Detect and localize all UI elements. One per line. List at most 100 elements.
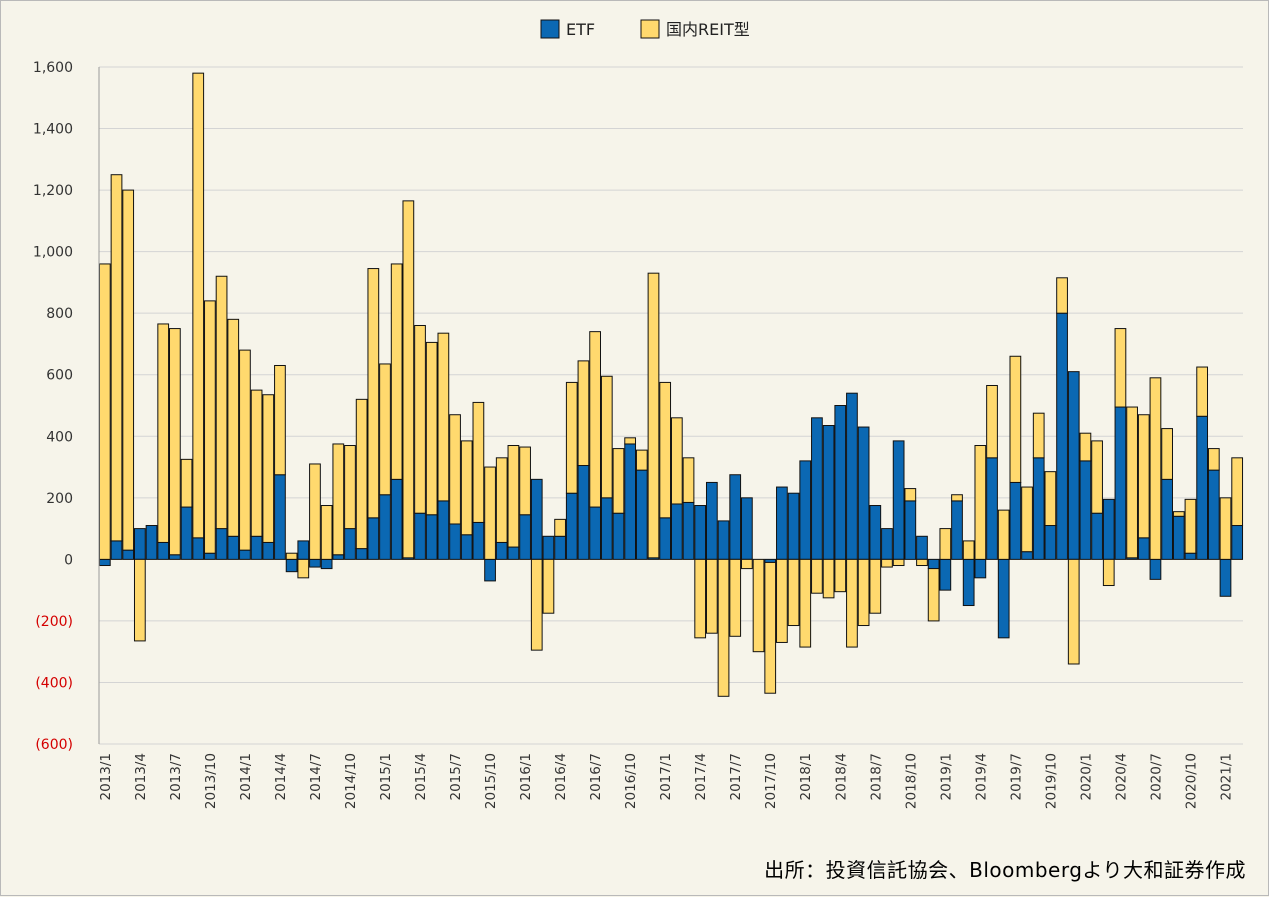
bar-etf <box>881 528 893 560</box>
bar-etf <box>192 537 205 560</box>
bar-etf <box>437 500 450 560</box>
bar-reit <box>425 341 438 516</box>
bar-reit <box>379 363 391 496</box>
bar-reit <box>320 505 333 560</box>
bar-etf <box>530 478 543 560</box>
bar-etf <box>857 426 870 560</box>
bar-reit <box>997 509 1010 560</box>
bar-reit <box>705 558 718 634</box>
bar-etf <box>355 548 368 560</box>
bar-etf <box>542 535 555 560</box>
bar-reit <box>1172 511 1185 517</box>
bar-reit <box>297 558 310 579</box>
bar-etf <box>1079 460 1092 560</box>
x-tick-label: 2016/1 <box>518 753 534 801</box>
legend-swatch-etf <box>540 19 560 39</box>
y-tick-label: 800 <box>46 306 73 322</box>
x-tick-label: 2014/7 <box>308 753 324 801</box>
bar-etf <box>717 520 730 560</box>
bar-etf <box>472 521 485 560</box>
bar-reit <box>133 558 146 642</box>
x-tick-label: 2020/7 <box>1148 753 1164 801</box>
bar-etf <box>729 474 742 560</box>
bar-etf <box>145 525 158 560</box>
bar-etf <box>612 512 625 560</box>
bar-reit <box>717 558 730 697</box>
legend-swatch-reit <box>640 19 660 39</box>
bar-etf <box>297 540 310 560</box>
bar-etf <box>449 523 461 560</box>
bar-reit <box>542 558 555 614</box>
bar-reit <box>881 558 893 568</box>
bar-reit <box>110 174 123 542</box>
bar-etf <box>1184 552 1197 560</box>
bar-reit <box>239 349 251 551</box>
y-tick-label: 1,200 <box>33 183 73 199</box>
bar-reit <box>554 518 566 537</box>
bar-reit <box>1102 558 1115 587</box>
bar-reit <box>519 446 531 516</box>
bar-reit <box>939 528 952 560</box>
bar-reit <box>904 488 917 502</box>
x-tick-label: 2015/4 <box>413 753 429 801</box>
bar-etf <box>787 492 800 560</box>
x-tick-label: 2018/10 <box>903 753 919 809</box>
bar-etf <box>624 443 637 560</box>
bar-reit <box>589 331 601 508</box>
bar-etf <box>133 528 146 560</box>
bar-reit <box>180 458 193 508</box>
bar-reit <box>624 437 637 445</box>
bar-etf <box>309 558 321 568</box>
x-tick-label: 2016/10 <box>623 753 639 809</box>
bar-reit <box>811 558 823 594</box>
bar-reit <box>1032 412 1045 459</box>
bar-etf <box>694 505 707 560</box>
bar-etf <box>834 405 847 560</box>
bar-etf <box>425 514 438 560</box>
bar-reit <box>122 189 135 551</box>
x-tick-label: 2017/10 <box>763 753 779 809</box>
bar-etf <box>682 501 695 560</box>
y-tick-label: 1,600 <box>33 60 73 76</box>
bar-reit <box>659 381 672 519</box>
bar-etf <box>635 469 648 560</box>
bar-reit <box>227 318 240 537</box>
bar-etf <box>1102 498 1115 560</box>
x-tick-label: 2017/4 <box>693 753 709 801</box>
bar-reit <box>869 558 882 614</box>
bar-reit <box>1149 377 1162 560</box>
bar-reit <box>285 552 298 560</box>
bar-reit <box>670 417 683 505</box>
bar-reit <box>694 558 707 639</box>
bar-reit <box>204 300 216 554</box>
bar-reit <box>752 558 765 653</box>
bar-reit <box>402 200 415 559</box>
x-tick-label: 2020/4 <box>1113 753 1129 801</box>
bar-etf <box>1032 457 1045 560</box>
bar-reit <box>1044 471 1057 527</box>
bar-reit <box>927 568 940 622</box>
bar-etf <box>1114 406 1127 560</box>
bar-etf <box>98 558 111 567</box>
bar-etf <box>285 558 298 573</box>
bar-reit <box>250 389 263 537</box>
bar-etf <box>1161 478 1173 560</box>
bar-reit <box>776 558 788 643</box>
bar-etf <box>379 494 391 560</box>
bar-reit <box>1067 558 1080 665</box>
bar-reit <box>98 263 111 560</box>
bar-reit <box>344 445 356 530</box>
bar-reit <box>367 268 380 519</box>
bar-reit <box>1137 414 1150 539</box>
bar-reit <box>834 558 847 593</box>
bar-reit <box>530 558 543 651</box>
bar-etf <box>1067 371 1080 560</box>
bar-etf <box>1044 525 1057 560</box>
bar-reit <box>682 457 695 503</box>
bar-reit <box>1161 428 1173 480</box>
x-tick-label: 2018/4 <box>833 753 849 801</box>
bar-reit <box>1219 497 1232 560</box>
bar-etf <box>507 546 520 560</box>
bar-etf <box>274 474 286 560</box>
bar-etf <box>215 528 228 560</box>
